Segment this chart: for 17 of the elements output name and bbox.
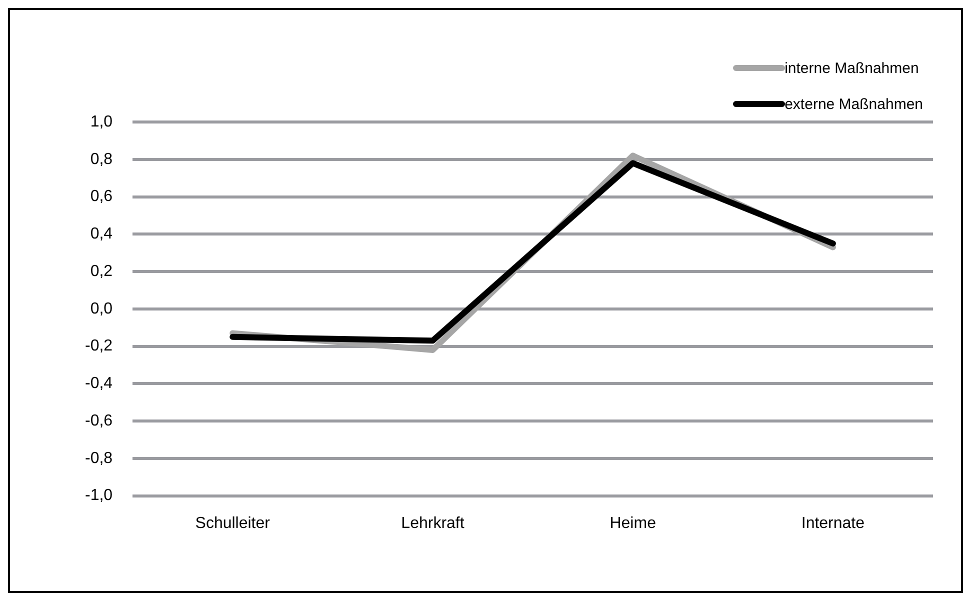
y-tick-label: -0,2 [84, 338, 113, 355]
y-tick-label: -0,6 [84, 412, 113, 430]
y-tick-label: 0,2 [90, 262, 113, 280]
y-tick-label: -1,0 [84, 487, 113, 504]
legend-label: interne Maßnahmen [784, 60, 919, 76]
x-tick-label: Lehrkraft [401, 514, 465, 532]
y-tick-label: 1,0 [90, 113, 113, 130]
legend-label: externe Maßnahmen [784, 96, 923, 112]
x-tick-label: Schulleiter [195, 514, 271, 532]
y-tick-label: 0,4 [90, 226, 113, 243]
y-tick-label: 0,8 [90, 150, 113, 168]
x-tick-label: Internate [801, 514, 865, 532]
y-tick-label: -0,8 [84, 450, 113, 467]
y-tick-label: -0,4 [84, 375, 113, 392]
y-tick-label: 0,6 [90, 188, 113, 206]
y-tick-label: 0,0 [90, 300, 113, 318]
x-tick-label: Heime [610, 514, 656, 532]
